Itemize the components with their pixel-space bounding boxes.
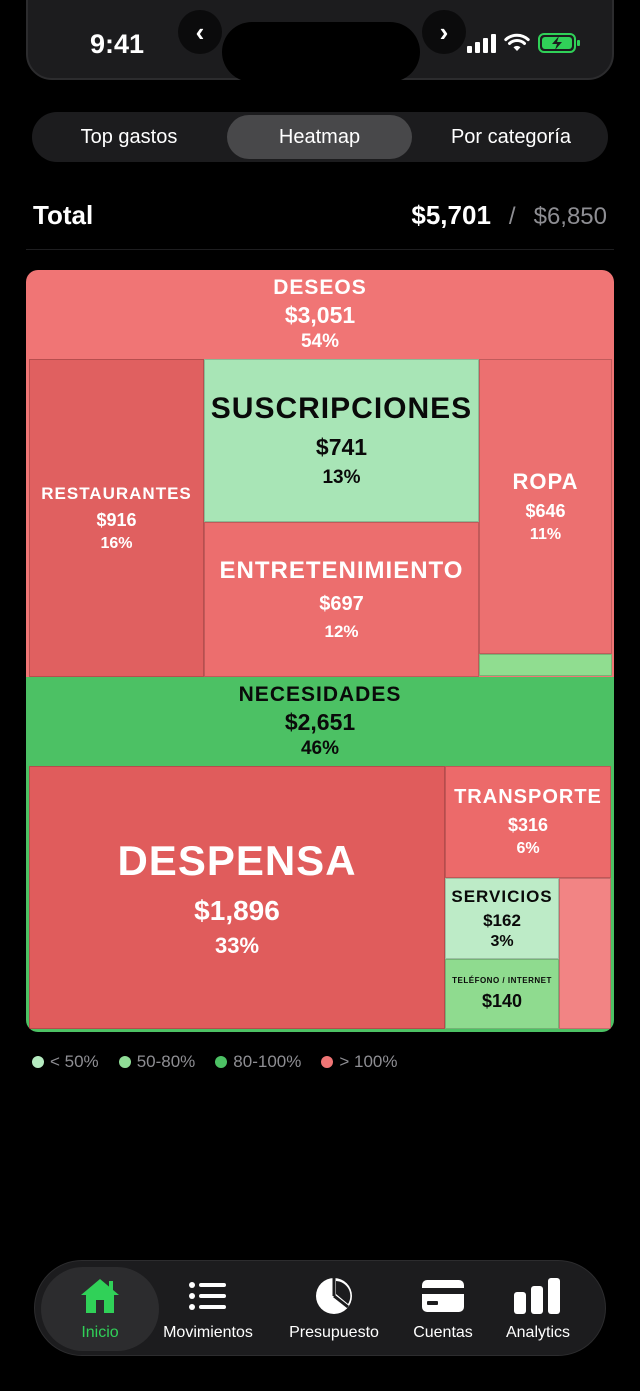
suscripciones-name: SUSCRIPCIONES [210, 392, 473, 425]
tab-movimientos[interactable]: Movimientos [155, 1261, 261, 1357]
despensa-amount: $1,896 [194, 894, 280, 926]
status-bar: 9:41 ‹ › [26, 0, 614, 82]
pie-chart-icon [316, 1278, 352, 1314]
heatmap-treemap: DESEOS $3,051 54% RESTAURANTES $916 16% … [26, 270, 614, 1032]
restaurantes-pct: 16% [100, 534, 133, 552]
divider [26, 249, 614, 250]
transporte-pct: 6% [516, 840, 540, 857]
group-deseos-pct: 54% [300, 331, 340, 352]
legend-item-over-100: > 100% [321, 1052, 398, 1072]
ropa-pct: 11% [529, 526, 562, 543]
tab-label: Inicio [81, 1324, 119, 1341]
legend-dot [118, 1056, 131, 1068]
tab-presupuesto[interactable]: Presupuesto [275, 1261, 393, 1357]
cell-ropa[interactable]: ROPA $646 11% [479, 359, 612, 654]
suscripciones-pct: 13% [322, 467, 361, 488]
back-button[interactable]: ‹ [178, 10, 222, 54]
tab-heatmap[interactable]: Heatmap [227, 115, 412, 159]
tab-label: Cuentas [413, 1324, 473, 1341]
servicios-amount: $162 [483, 910, 521, 930]
battery-charging-icon [538, 33, 580, 53]
tab-por-categoria[interactable]: Por categoría [450, 125, 572, 148]
group-necesidades-amount: $2,651 [284, 709, 356, 735]
wifi-icon [504, 33, 530, 51]
telefono-name: TELÉFONO / INTERNET [452, 976, 552, 985]
transporte-amount: $316 [507, 815, 549, 835]
servicios-pct: 3% [490, 932, 514, 950]
group-deseos[interactable]: DESEOS $3,051 54% [26, 270, 614, 359]
dynamic-island [222, 22, 420, 82]
restaurantes-amount: $916 [96, 509, 137, 530]
tab-analytics[interactable]: Analytics [497, 1261, 579, 1357]
tab-cuentas[interactable]: Cuentas [403, 1261, 483, 1357]
entretenimiento-pct: 12% [324, 622, 359, 641]
legend-label: 50-80% [136, 1052, 196, 1071]
cell-servicios[interactable]: SERVICIOS $162 3% [445, 878, 559, 959]
total-label: Total [33, 200, 94, 230]
despensa-pct: 33% [214, 932, 260, 958]
group-necesidades-pct: 46% [300, 738, 340, 759]
ropa-name: ROPA [512, 469, 579, 494]
legend-item-80-100: 80-100% [215, 1052, 301, 1072]
total-separator: / [508, 203, 516, 230]
tab-inicio[interactable]: Inicio [41, 1261, 159, 1357]
cell-entretenimiento[interactable]: ENTRETENIMIENTO $697 12% [204, 522, 479, 677]
signal-icon [467, 33, 496, 53]
cell-suscripciones[interactable]: SUSCRIPCIONES $741 13% [204, 359, 479, 522]
legend-dot [32, 1056, 44, 1068]
list-icon [189, 1282, 226, 1310]
ropa-amount: $646 [525, 501, 566, 521]
status-time: 9:41 [90, 29, 145, 59]
chevron-right-icon: › [439, 16, 449, 47]
tab-bar: Inicio Movimientos Presupuesto [34, 1260, 606, 1356]
suscripciones-amount: $741 [315, 434, 368, 460]
servicios-name: SERVICIOS [451, 886, 553, 906]
heatmap-legend: < 50% 50-80% 80-100% > 100% [32, 1052, 398, 1072]
status-icons [467, 32, 582, 54]
legend-label: < 50% [50, 1052, 99, 1071]
legend-item-under-50: < 50% [32, 1052, 99, 1072]
cell-necesidades-small[interactable] [559, 878, 611, 1029]
tab-top-gastos[interactable]: Top gastos [80, 125, 178, 148]
legend-label: 80-100% [233, 1052, 302, 1071]
total-values: $5,701 / $6,850 [411, 200, 607, 231]
chevron-left-icon: ‹ [195, 16, 205, 47]
forward-button[interactable]: › [422, 10, 466, 54]
card-icon [422, 1280, 464, 1312]
restaurantes-name: RESTAURANTES [41, 483, 192, 503]
group-deseos-name: DESEOS [273, 276, 367, 299]
total-budget: $6,850 [533, 203, 607, 230]
legend-dot [215, 1056, 228, 1068]
cell-despensa[interactable]: DESPENSA $1,896 33% [29, 766, 445, 1029]
cell-restaurantes[interactable]: RESTAURANTES $916 16% [29, 359, 204, 677]
tab-label: Analytics [505, 1324, 571, 1341]
entretenimiento-name: ENTRETENIMIENTO [219, 557, 464, 584]
cell-telefono-internet[interactable]: TELÉFONO / INTERNET $140 [445, 959, 559, 1029]
view-segmented-control: Top gastos Heatmap Por categoría [32, 112, 608, 162]
cell-transporte[interactable]: TRANSPORTE $316 6% [445, 766, 611, 878]
despensa-name: DESPENSA [117, 836, 357, 884]
legend-label: > 100% [339, 1052, 398, 1071]
transporte-name: TRANSPORTE [454, 786, 602, 808]
legend-item-50-80: 50-80% [118, 1052, 196, 1072]
legend-dot [321, 1056, 334, 1068]
home-icon [81, 1279, 119, 1313]
total-spent: $5,701 [411, 200, 491, 230]
group-deseos-amount: $3,051 [284, 302, 356, 328]
telefono-amount: $140 [481, 991, 523, 1011]
tab-label: Movimientos [163, 1324, 253, 1341]
entretenimiento-amount: $697 [319, 593, 364, 615]
cell-deseos-small[interactable] [479, 654, 612, 676]
tab-label: Presupuesto [289, 1324, 379, 1341]
group-necesidades[interactable]: NECESIDADES $2,651 46% [26, 677, 614, 766]
bar-chart-icon [514, 1278, 560, 1314]
group-necesidades-name: NECESIDADES [238, 683, 402, 706]
